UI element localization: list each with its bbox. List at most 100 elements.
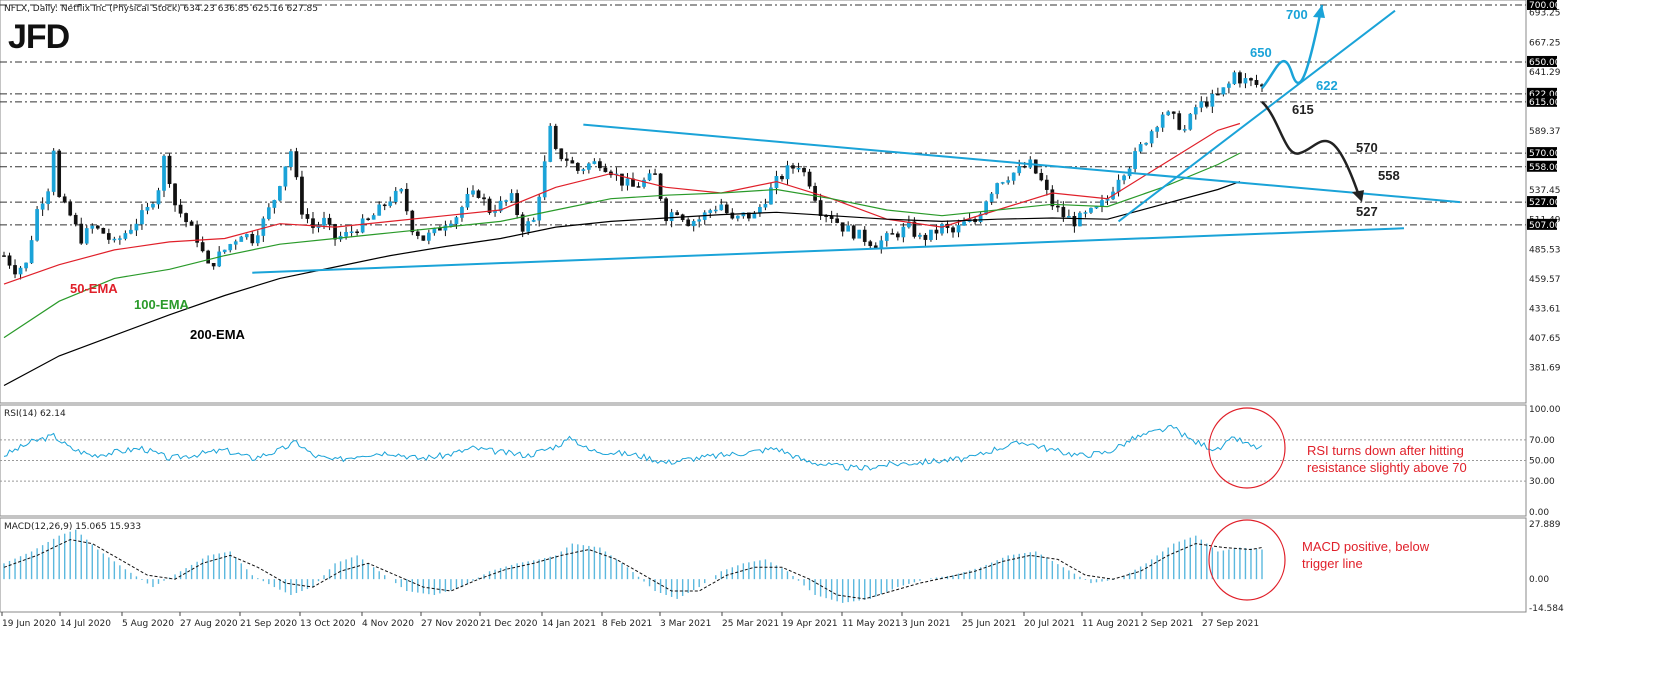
- candle-body: [140, 210, 144, 225]
- candle-body: [13, 265, 17, 275]
- candle-body: [1033, 159, 1038, 174]
- candle-body: [2, 255, 6, 257]
- candle-body: [989, 193, 994, 202]
- candle-body: [449, 223, 453, 226]
- ema-line-200-ema: [3, 181, 1241, 387]
- candle-body: [1254, 80, 1259, 85]
- date-tick-label: 19 Apr 2021: [782, 619, 838, 629]
- candle-body: [1122, 175, 1126, 181]
- rsi-title: RSI(14) 62.14: [4, 409, 66, 419]
- rsi-line: [3, 424, 1263, 471]
- candle-body: [118, 238, 122, 240]
- candle-body: [101, 227, 106, 234]
- candle-body: [283, 166, 288, 187]
- date-tick-label: 5 Aug 2020: [122, 619, 174, 629]
- macd-tick-label: 0.00: [1529, 575, 1549, 585]
- candle-body: [1182, 129, 1187, 131]
- candle-body: [134, 223, 139, 231]
- candle-body: [918, 234, 922, 237]
- candle-body: [1166, 111, 1171, 116]
- candle-body: [18, 267, 23, 275]
- date-tick-label: 21 Dec 2020: [480, 619, 538, 629]
- candle-body: [1232, 72, 1237, 85]
- date-tick-label: 11 Aug 2021: [1082, 619, 1140, 629]
- level-annotation: 527: [1356, 204, 1378, 219]
- candle-body: [1243, 78, 1248, 84]
- candle-body: [1133, 151, 1137, 170]
- candle-body: [598, 161, 602, 169]
- candle-body: [217, 251, 222, 267]
- date-tick-label: 27 Sep 2021: [1202, 619, 1259, 629]
- candle-body: [112, 238, 117, 241]
- candle-body: [40, 203, 45, 210]
- date-tick-label: 3 Jun 2021: [902, 619, 950, 629]
- candle-body: [575, 162, 580, 171]
- candle-body: [255, 235, 260, 244]
- candle-body: [691, 221, 696, 227]
- candle-body: [35, 209, 39, 241]
- rsi-note-line2: resistance slightly above 70: [1307, 460, 1467, 475]
- candle-body: [432, 228, 437, 234]
- price-tick-label: 507.00: [1529, 221, 1561, 231]
- candle-body: [802, 167, 806, 173]
- candle-body: [868, 241, 873, 246]
- candle-body: [686, 219, 691, 227]
- rsi-tick-label: 70.00: [1529, 436, 1555, 446]
- price-tick-label: 693.25: [1529, 9, 1561, 19]
- macd-panel[interactable]: [0, 517, 1527, 613]
- candle-body: [741, 212, 746, 217]
- candle-body: [758, 206, 762, 214]
- candle-body: [592, 161, 597, 164]
- candle-body: [410, 210, 415, 233]
- candle-body: [730, 212, 735, 219]
- candle-body: [233, 241, 238, 245]
- ema-line-100-ema: [3, 152, 1241, 339]
- macd-note-line1: MACD positive, below: [1302, 539, 1430, 554]
- candle-body: [735, 215, 740, 219]
- price-level-badge: [1527, 55, 1557, 67]
- candle-body: [311, 218, 315, 228]
- candle-body: [531, 219, 536, 222]
- date-tick-label: 25 Jun 2021: [962, 619, 1016, 629]
- candle-body: [956, 225, 961, 233]
- candle-body: [1017, 166, 1022, 174]
- candle-body: [1072, 215, 1077, 227]
- candle-body: [498, 200, 503, 212]
- candle-body: [1238, 72, 1242, 84]
- candle-body: [443, 225, 448, 231]
- candle-body: [184, 213, 188, 223]
- candle-body: [382, 204, 387, 207]
- candle-body: [951, 227, 955, 233]
- price-tick-label: 641.29: [1529, 68, 1561, 78]
- candle-body: [471, 190, 475, 195]
- date-tick-label: 2 Sep 2021: [1142, 619, 1193, 629]
- candle-body: [708, 210, 713, 213]
- candle-body: [647, 173, 652, 181]
- candle-body: [763, 203, 768, 208]
- candle-body: [857, 229, 862, 239]
- level-annotation: 650: [1250, 45, 1272, 60]
- candle-body: [1061, 206, 1066, 218]
- price-panel[interactable]: [0, 0, 1527, 404]
- candle-body: [377, 204, 382, 216]
- candle-body: [178, 204, 183, 214]
- date-tick-label: 3 Mar 2021: [660, 619, 711, 629]
- price-tick-label: 622.00: [1529, 90, 1561, 100]
- candle-body: [454, 217, 459, 225]
- level-annotation: 570: [1356, 140, 1378, 155]
- candle-body: [724, 204, 729, 214]
- candle-body: [537, 196, 542, 221]
- candle-body: [780, 176, 784, 180]
- candle-body: [807, 171, 812, 187]
- price-tick-label: 589.37: [1529, 127, 1561, 137]
- candle-body: [333, 224, 337, 240]
- candle-body: [1006, 180, 1011, 183]
- level-annotation: 700: [1286, 7, 1308, 22]
- candle-body: [548, 125, 553, 162]
- candle-body: [1094, 206, 1099, 209]
- candle-body: [57, 150, 62, 197]
- rsi-tick-label: 30.00: [1529, 477, 1555, 487]
- level-annotation: 615: [1292, 102, 1314, 117]
- candle-body: [327, 217, 332, 225]
